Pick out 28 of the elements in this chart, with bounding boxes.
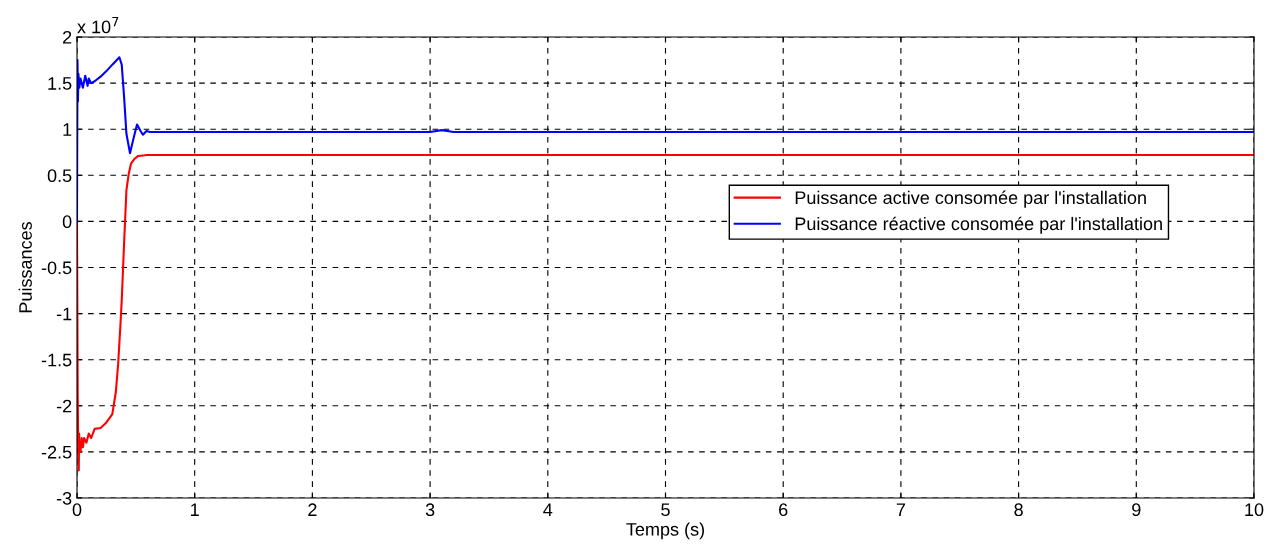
y-tick-label: 1 bbox=[63, 123, 72, 136]
legend-label: Puissance réactive consomée par l'installation bbox=[795, 216, 1162, 234]
y-tick-label: -0.5 bbox=[41, 261, 72, 275]
y-tick-label: -2.5 bbox=[41, 445, 72, 459]
y-tick-label: -2 bbox=[56, 399, 72, 413]
y-tick-label: 0 bbox=[62, 215, 72, 229]
x-tick-label: 9 bbox=[1132, 503, 1141, 517]
legend-label: Puissance active consomée par l'installation bbox=[795, 190, 1146, 208]
y-tick-label: -1.5 bbox=[41, 353, 72, 367]
x-tick-label: 0 bbox=[72, 503, 82, 517]
x-axis-title: Temps (s) bbox=[626, 522, 704, 540]
y-tick-label: -1 bbox=[56, 307, 72, 321]
y-tick-label: 1.5 bbox=[48, 77, 72, 90]
x-tick-label: 1 bbox=[191, 503, 199, 516]
y-tick-label: -3 bbox=[56, 491, 72, 505]
x-tick-label: 8 bbox=[1014, 503, 1023, 517]
y-axis-title: Puissances bbox=[18, 221, 32, 313]
x-tick-label: 3 bbox=[425, 503, 435, 517]
y-tick-label: 2 bbox=[63, 30, 72, 44]
x-tick-label: 5 bbox=[661, 503, 670, 517]
text: x 10$^{7}$ bbox=[77, 17, 119, 34]
line-series bbox=[77, 153, 1254, 472]
x-tick-label: 4 bbox=[543, 503, 553, 516]
x-tick-label: 6 bbox=[779, 503, 788, 517]
x-tick-label: 10 bbox=[1245, 503, 1264, 517]
x-tick-label: 2 bbox=[308, 503, 317, 516]
x-tick-label: 7 bbox=[896, 503, 906, 516]
y-tick-label: 0.5 bbox=[47, 169, 72, 183]
